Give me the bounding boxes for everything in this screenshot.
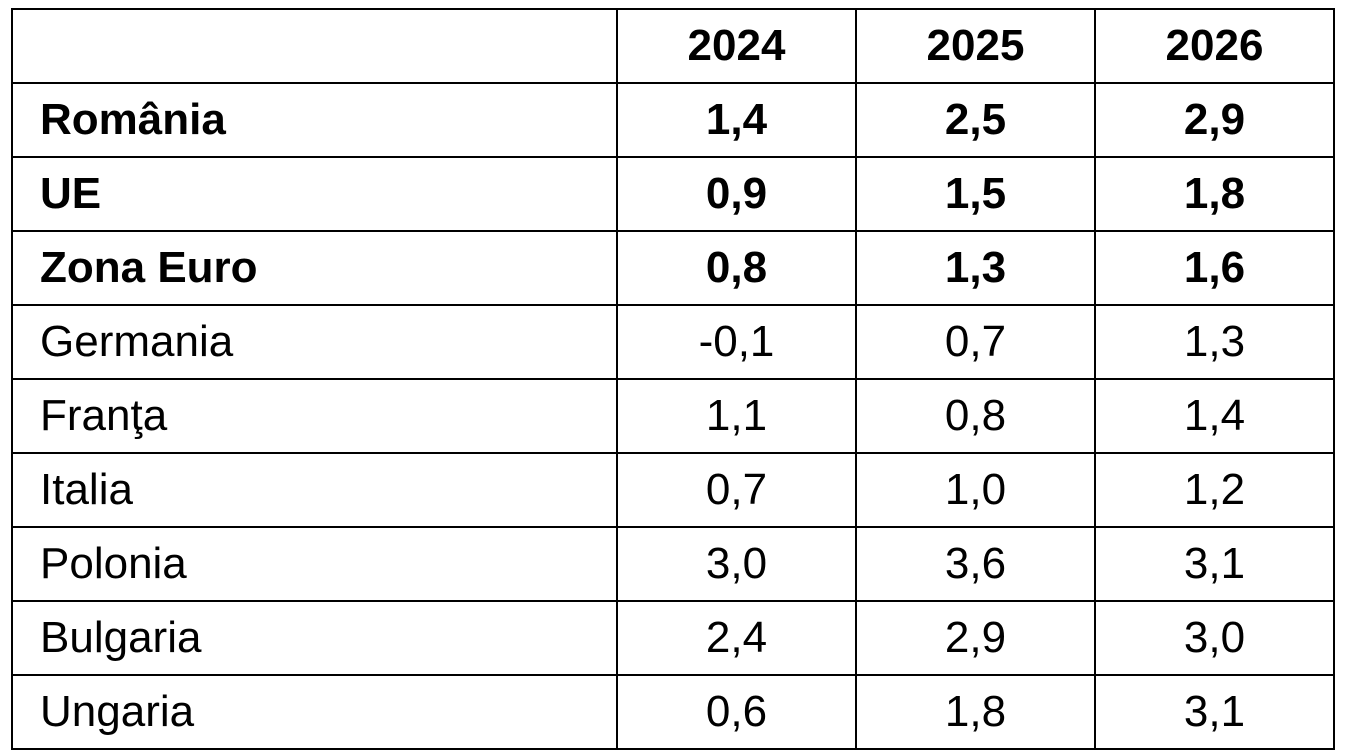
table-row-franta: Franţa 1,1 0,8 1,4 xyxy=(11,378,1335,454)
forecast-table: 2024 2025 2026 România 1,4 2,5 2,9 UE 0,… xyxy=(11,8,1335,750)
value-cell-2024: 3,0 xyxy=(616,526,857,602)
value-cell-2024: 0,9 xyxy=(616,156,857,232)
header-year-2024: 2024 xyxy=(616,8,857,84)
value-cell-2026: 3,1 xyxy=(1094,526,1335,602)
value-cell-2025: 0,7 xyxy=(855,304,1096,380)
row-label: Franţa xyxy=(11,378,618,454)
table-row-ungaria: Ungaria 0,6 1,8 3,1 xyxy=(11,674,1335,750)
value-cell-2026: 1,8 xyxy=(1094,156,1335,232)
header-year-2026: 2026 xyxy=(1094,8,1335,84)
value-cell-2024: 0,8 xyxy=(616,230,857,306)
table-row-germania: Germania -0,1 0,7 1,3 xyxy=(11,304,1335,380)
value-cell-2025: 2,9 xyxy=(855,600,1096,676)
value-cell-2024: 2,4 xyxy=(616,600,857,676)
row-label: Germania xyxy=(11,304,618,380)
value-cell-2026: 1,3 xyxy=(1094,304,1335,380)
value-cell-2024: 1,1 xyxy=(616,378,857,454)
table-header-row: 2024 2025 2026 xyxy=(11,8,1335,84)
value-cell-2026: 1,2 xyxy=(1094,452,1335,528)
row-label: Zona Euro xyxy=(11,230,618,306)
value-cell-2024: 0,7 xyxy=(616,452,857,528)
row-label: România xyxy=(11,82,618,158)
table-row-ue: UE 0,9 1,5 1,8 xyxy=(11,156,1335,232)
value-cell-2024: -0,1 xyxy=(616,304,857,380)
row-label: UE xyxy=(11,156,618,232)
value-cell-2025: 1,3 xyxy=(855,230,1096,306)
value-cell-2025: 1,8 xyxy=(855,674,1096,750)
value-cell-2026: 1,6 xyxy=(1094,230,1335,306)
table-row-romania: România 1,4 2,5 2,9 xyxy=(11,82,1335,158)
header-corner-cell xyxy=(11,8,618,84)
row-label: Bulgaria xyxy=(11,600,618,676)
row-label: Italia xyxy=(11,452,618,528)
table-row-zona-euro: Zona Euro 0,8 1,3 1,6 xyxy=(11,230,1335,306)
value-cell-2026: 1,4 xyxy=(1094,378,1335,454)
value-cell-2026: 2,9 xyxy=(1094,82,1335,158)
value-cell-2025: 1,5 xyxy=(855,156,1096,232)
value-cell-2025: 3,6 xyxy=(855,526,1096,602)
value-cell-2026: 3,1 xyxy=(1094,674,1335,750)
value-cell-2025: 2,5 xyxy=(855,82,1096,158)
value-cell-2026: 3,0 xyxy=(1094,600,1335,676)
table-row-bulgaria: Bulgaria 2,4 2,9 3,0 xyxy=(11,600,1335,676)
table-row-polonia: Polonia 3,0 3,6 3,1 xyxy=(11,526,1335,602)
header-year-2025: 2025 xyxy=(855,8,1096,84)
value-cell-2025: 0,8 xyxy=(855,378,1096,454)
value-cell-2025: 1,0 xyxy=(855,452,1096,528)
value-cell-2024: 0,6 xyxy=(616,674,857,750)
value-cell-2024: 1,4 xyxy=(616,82,857,158)
row-label: Ungaria xyxy=(11,674,618,750)
row-label: Polonia xyxy=(11,526,618,602)
forecast-table-container: 2024 2025 2026 România 1,4 2,5 2,9 UE 0,… xyxy=(11,8,1335,750)
table-row-italia: Italia 0,7 1,0 1,2 xyxy=(11,452,1335,528)
